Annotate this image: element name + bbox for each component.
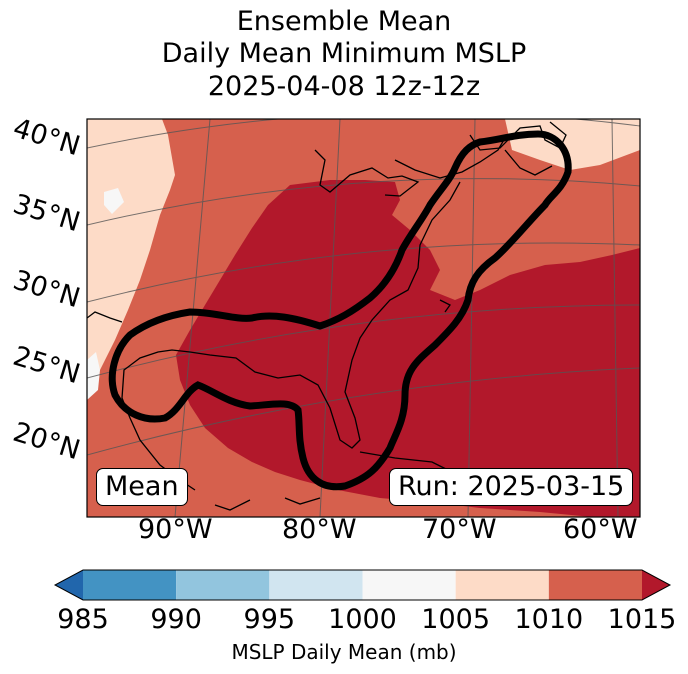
mean-box: Mean [96,468,188,506]
colorbar-tick-label: 995 [243,604,296,635]
colorbar-segment [83,570,177,600]
colorbar-segment [176,570,270,600]
very-light-pressure-patch [104,188,124,214]
colorbar-segment [269,570,363,600]
colorbar-segment [455,570,549,600]
threshold-contour [108,130,572,491]
lon-label-80w: 80°W [282,514,357,545]
colorbar-tick-label: 1000 [328,604,397,635]
title-line-1: Ensemble Mean [236,6,452,37]
colorbar-tick-label: 985 [57,604,109,635]
colorbar-label: MSLP Daily Mean (mb) [231,640,457,664]
run-date-box: Run: 2025-03-15 [389,468,634,506]
dark-low-pressure-region [176,180,640,517]
title-line-2: Daily Mean Minimum MSLP [161,38,527,69]
colorbar-tick-label: 1005 [421,604,491,635]
colorbar-segment [362,570,456,600]
lon-label-90w: 90°W [138,514,213,545]
lon-label-70w: 70°W [422,514,497,545]
graticule [87,119,640,517]
map-frame [86,118,641,518]
colorbar-tick-label: 1010 [514,604,584,635]
light-pressure-west [87,119,175,390]
colorbar-arrow-high [642,570,670,600]
coastlines [87,121,567,511]
colorbar-segment [548,570,642,600]
colorbar-outline [53,569,672,601]
colorbar-arrow-low [55,570,83,600]
colorbar-tick-label: 990 [150,604,202,635]
colorbar-tick-label: 1015 [607,604,677,635]
lon-label-60w: 60°W [563,514,638,545]
title-line-3: 2025-04-08 12z-12z [207,71,481,102]
